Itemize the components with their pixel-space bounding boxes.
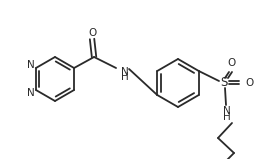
Text: O: O xyxy=(227,58,235,68)
Text: H: H xyxy=(121,73,129,83)
Text: S: S xyxy=(220,76,228,90)
Text: N: N xyxy=(121,67,129,77)
Text: O: O xyxy=(88,28,96,38)
Text: N: N xyxy=(27,60,35,70)
Text: H: H xyxy=(223,112,231,122)
Text: N: N xyxy=(27,88,35,98)
Text: O: O xyxy=(246,78,254,88)
Text: N: N xyxy=(223,106,231,116)
